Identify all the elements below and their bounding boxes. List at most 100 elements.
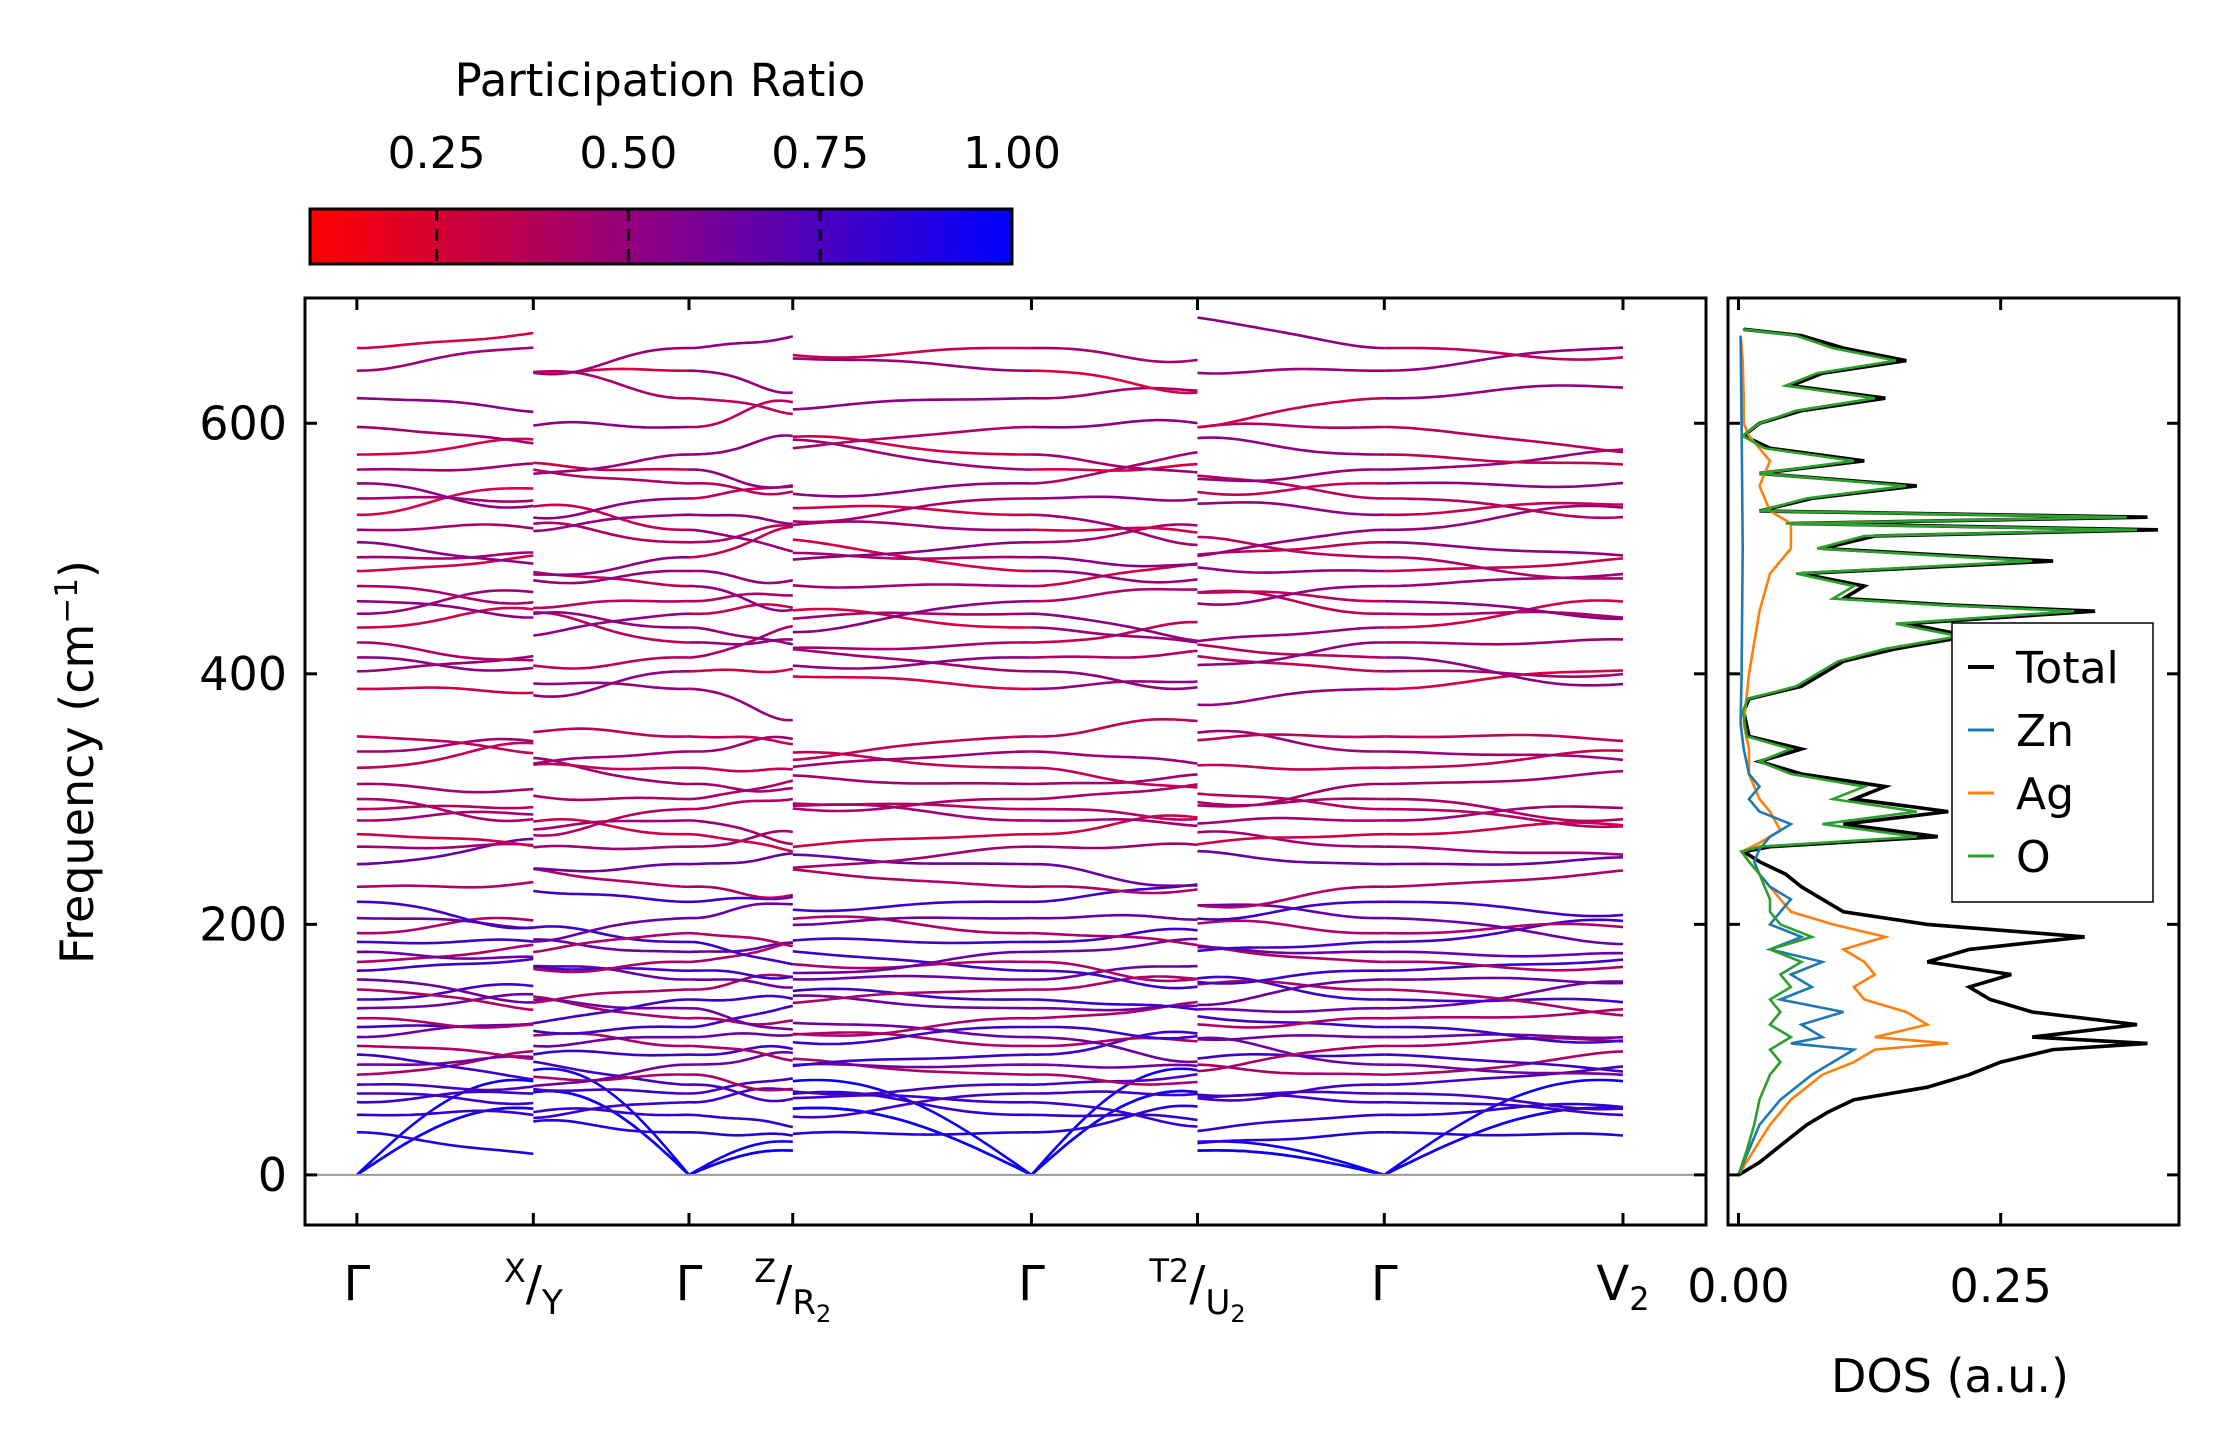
band-line xyxy=(1031,931,1198,947)
band-line xyxy=(1197,733,1385,742)
band-line xyxy=(356,1131,534,1156)
band-line xyxy=(533,862,690,873)
band-line xyxy=(792,497,1032,524)
band-line xyxy=(688,1073,793,1092)
band-line xyxy=(1197,1149,1385,1177)
band-line xyxy=(689,895,794,904)
band-line xyxy=(1384,669,1624,691)
band-line xyxy=(689,978,793,989)
band-line xyxy=(688,1077,793,1095)
band-line xyxy=(533,369,690,400)
band-line xyxy=(688,819,793,846)
band-line xyxy=(356,589,534,615)
band-line xyxy=(1030,1067,1198,1176)
dos-x-tick-label: 0.25 xyxy=(1949,1259,2051,1313)
dos-plot-frame xyxy=(1726,296,2181,1227)
band-line xyxy=(792,346,1032,359)
band-line xyxy=(533,1107,689,1117)
band-line xyxy=(1384,1102,1624,1117)
band-line xyxy=(1197,641,1385,667)
band-line xyxy=(533,497,690,520)
kpoint-label-main: Γ xyxy=(676,1256,703,1312)
band-line xyxy=(1197,919,1385,935)
band-line xyxy=(1031,842,1198,850)
band-line xyxy=(533,998,690,1025)
band-line xyxy=(792,832,1032,849)
band-line xyxy=(792,994,1032,1010)
band-line xyxy=(792,950,1032,975)
band-line xyxy=(689,626,794,646)
band-line xyxy=(688,1050,793,1066)
band-line xyxy=(533,513,690,533)
kpoint-label-main: Γ xyxy=(1371,1256,1398,1312)
band-line xyxy=(356,737,534,753)
band-line xyxy=(688,829,793,848)
band-line xyxy=(1197,1016,1385,1029)
band-line xyxy=(1197,528,1385,558)
band-line xyxy=(1031,814,1198,836)
band-line xyxy=(1197,885,1385,909)
band-line xyxy=(688,569,794,585)
band-line xyxy=(1031,1030,1198,1057)
band-line xyxy=(1197,782,1385,808)
kpoint-label: Z/R2 xyxy=(754,1252,831,1328)
band-line xyxy=(688,832,794,853)
band-line xyxy=(1384,980,1624,1010)
band-line xyxy=(1384,556,1623,580)
band-line xyxy=(1384,1025,1624,1044)
band-line xyxy=(533,1118,689,1134)
band-line xyxy=(792,937,1032,945)
band-line xyxy=(689,1032,793,1039)
band-line xyxy=(533,818,689,836)
band-line xyxy=(1197,830,1385,848)
band-line xyxy=(1197,1015,1385,1029)
y-axis-label-exponent: −1 xyxy=(49,578,85,624)
band-line xyxy=(792,988,1032,1005)
kpoint-label: X/Y xyxy=(504,1252,563,1323)
band-line xyxy=(688,1140,793,1177)
band-line xyxy=(1384,557,1624,573)
band-line xyxy=(356,804,534,811)
band-line xyxy=(1384,497,1624,520)
band-line xyxy=(356,797,534,823)
band-line xyxy=(1197,1034,1385,1042)
band-line xyxy=(688,766,793,773)
band-line xyxy=(1031,462,1198,472)
band-line xyxy=(533,938,690,954)
kpoint-label-upper: Z xyxy=(754,1252,776,1290)
band-line xyxy=(1031,587,1198,603)
band-line xyxy=(792,974,1032,981)
band-line xyxy=(1031,418,1198,429)
colorbar-tick-label: 0.50 xyxy=(579,128,677,179)
band-line xyxy=(1383,1106,1624,1177)
band-line xyxy=(356,741,534,770)
band-line xyxy=(356,900,534,930)
band-line xyxy=(689,369,793,395)
dos-series-zn xyxy=(1737,335,1858,1176)
kpoint-label-separator: / xyxy=(776,1256,793,1312)
band-line xyxy=(356,943,534,964)
band-line xyxy=(356,842,534,850)
band-line xyxy=(1384,541,1624,557)
band-line xyxy=(1031,862,1198,888)
band-line xyxy=(356,1109,534,1117)
band-line xyxy=(1384,656,1624,687)
band-line xyxy=(1031,523,1198,544)
band-line xyxy=(1384,610,1624,619)
band-line xyxy=(792,583,1032,589)
band-line xyxy=(1031,612,1198,643)
band-line xyxy=(1384,821,1624,836)
band-line xyxy=(1031,1035,1198,1064)
band-line xyxy=(356,541,534,565)
band-line xyxy=(689,524,794,544)
band-line xyxy=(533,1073,690,1082)
band-line xyxy=(792,853,1032,866)
band-line xyxy=(689,584,794,612)
band-line xyxy=(356,992,534,1010)
kpoint-label-main: V xyxy=(1596,1256,1629,1312)
band-line xyxy=(1384,1131,1624,1137)
band-line xyxy=(1197,316,1385,350)
band-line xyxy=(356,495,534,503)
